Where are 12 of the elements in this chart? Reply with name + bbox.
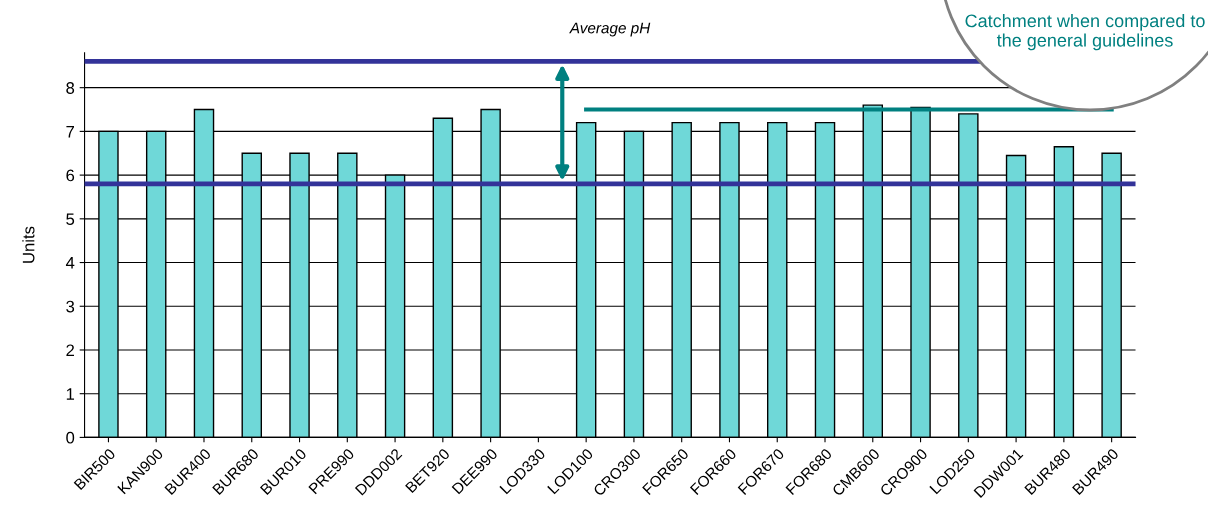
chart-title: Average pH	[569, 22, 651, 37]
y-tick-label: 7	[66, 125, 74, 138]
y-tick-label: 2	[66, 344, 74, 357]
y-tick-label: 3	[66, 300, 75, 313]
y-tick-label: 0	[66, 431, 75, 444]
y-tick-label: 4	[65, 257, 75, 269]
y-axis-title: Units	[22, 226, 35, 263]
y-tick-label: 5	[66, 213, 75, 226]
y-tick-label: 8	[66, 82, 75, 94]
y-tick-label: 1	[66, 388, 75, 400]
text: Catchment when compared to the general guidelines	[965, 14, 1205, 51]
y-tick-label: 6	[66, 169, 75, 182]
